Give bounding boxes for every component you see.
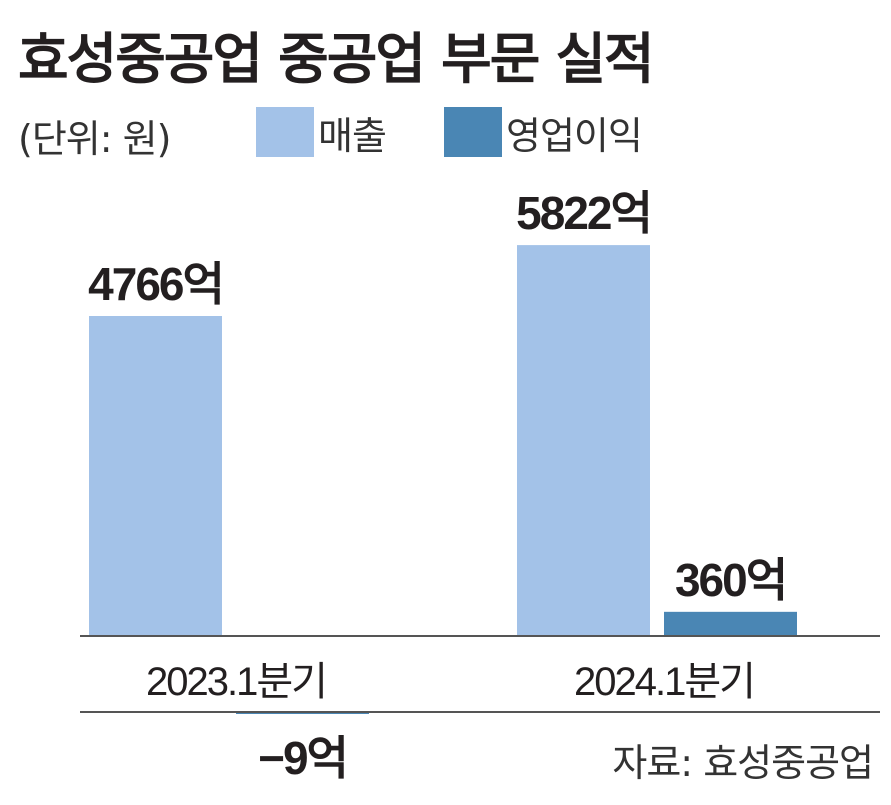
value-label-sales-1: 5822억 (516, 187, 651, 239)
unit-note: (단위: 원) (18, 117, 171, 161)
source-note: 자료: 효성중공업 (612, 741, 874, 785)
chart-title: 효성중공업 중공업 부문 실적 (18, 27, 655, 91)
category-label-1: 2024.1분기 (574, 660, 754, 704)
legend-item-sales: 매출 (256, 104, 387, 160)
value-label-operating-profit-0: −9억 (258, 732, 347, 784)
bar-operating-profit-1 (664, 611, 797, 636)
legend-swatch-operating-profit (444, 107, 502, 157)
legend-label-sales: 매출 (318, 113, 387, 158)
value-label-operating-profit-1: 360억 (675, 554, 786, 606)
legend-item-operating-profit: 영업이익 (444, 104, 643, 160)
value-label-sales-0: 4766억 (88, 258, 223, 310)
legend-label-operating-profit: 영업이익 (506, 113, 643, 158)
bar-sales-0 (89, 316, 222, 636)
legend-swatch-sales (256, 107, 314, 157)
category-label-0: 2023.1분기 (146, 660, 326, 704)
bar-sales-1 (517, 245, 650, 636)
